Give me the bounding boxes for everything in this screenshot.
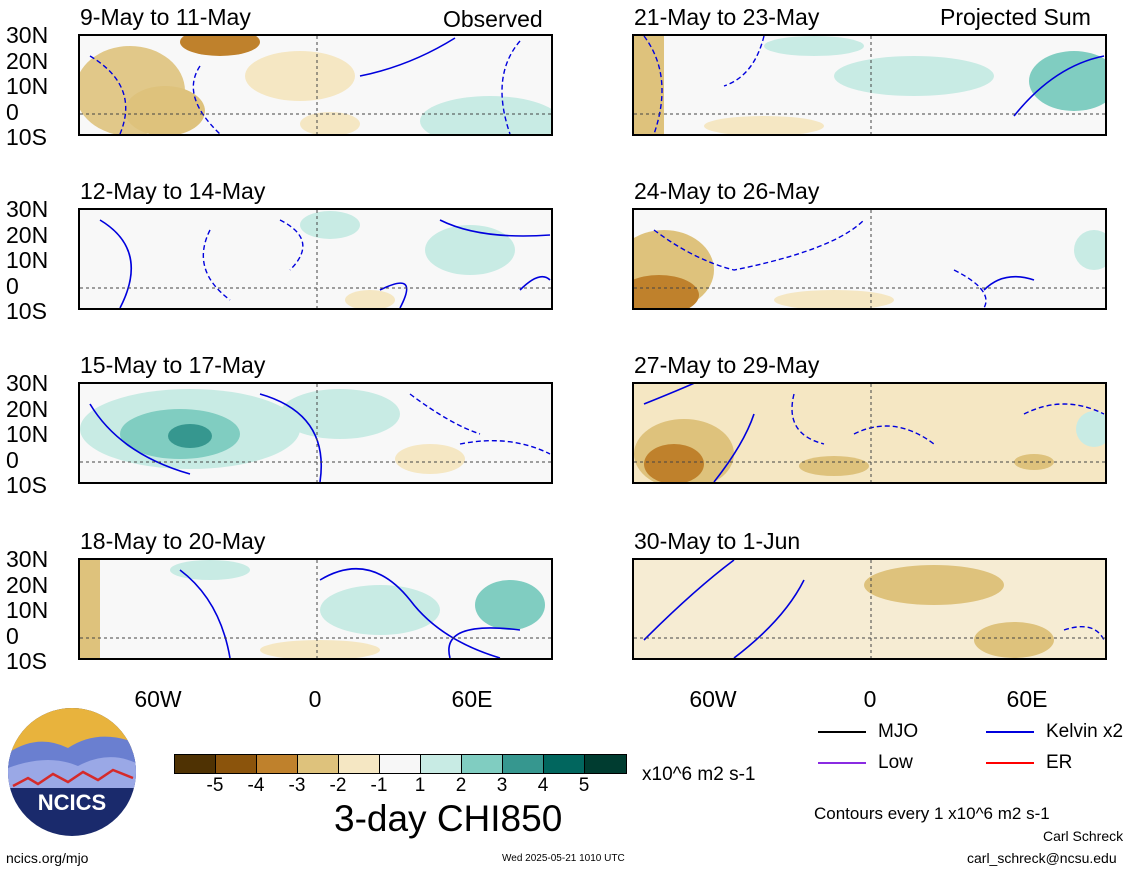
lat-label: 20N [6,395,49,422]
map-svg [80,210,551,308]
lat-label: 10S [6,124,47,150]
colorbar-swatch [544,755,585,773]
colorbar [174,754,627,774]
lat-label: 0 [6,98,19,125]
lat-label: 10S [6,472,47,498]
logo-text: NCICS [37,790,107,815]
map-panel-3 [78,382,553,484]
panel-title-6: 24-May to 26-May [634,178,820,204]
colorbar-tick-label: 2 [455,775,467,796]
lat-label: 10N [6,597,49,623]
colorbar-tick-label: 1 [414,775,426,796]
map-panel-8 [632,558,1107,660]
footer-email: carl_schreck@ncsu.edu [967,850,1117,866]
lat-label: 30N [6,370,49,396]
ncics-logo: NCICS [8,708,136,836]
colorbar-swatch [421,755,462,773]
map-panel-2 [78,208,553,310]
map-panel-4 [78,558,553,660]
lon-label-60w-left: 60W [134,686,182,712]
lat-label: 0 [6,622,19,649]
legend-label-er: ER [1046,752,1073,773]
colorbar-tick-label: -3 [288,775,306,796]
lat-label: 30N [6,546,49,572]
lat-label: 20N [6,47,49,74]
map-svg [634,384,1105,482]
colorbar-swatch [257,755,298,773]
legend-line-kelvin [986,731,1034,733]
colorbar-tick-label: 4 [537,775,549,796]
panel-title-7: 27-May to 29-May [634,352,820,378]
footer-timestamp: Wed 2025-05-21 1010 UTC [502,853,625,864]
panel-title-1: 9-May to 11-May [80,4,251,30]
panel-title-4: 18-May to 20-May [80,528,266,554]
legend-label-kelvin: Kelvin x2 [1046,721,1124,742]
colorbar-swatch [462,755,503,773]
lat-label: 10N [6,247,49,273]
colorbar-swatch [298,755,339,773]
panel-title-3: 15-May to 17-May [80,352,266,378]
legend-line-low [818,762,866,764]
panel-title-8: 30-May to 1-Jun [634,528,801,554]
footer-site: ncics.org/mjo [6,850,89,866]
map-panel-6 [632,208,1107,310]
panel-title-2: 12-May to 14-May [80,178,266,204]
lon-label-60w-right: 60W [689,686,737,712]
colorbar-units: x10^6 m2 s-1 [642,764,756,785]
colorbar-swatch [175,755,216,773]
logo-graphic-icon [8,708,136,788]
lat-label: 0 [6,446,19,473]
panel-corner-observed: Observed [443,6,543,32]
map-svg [80,384,551,482]
lat-label: 20N [6,221,49,248]
legend-label-low: Low [878,752,913,773]
colorbar-swatch [585,755,626,773]
map-svg [80,36,551,134]
colorbar-tick-label: 5 [578,775,590,796]
legend-label-mjo: MJO [878,721,919,742]
lon-label-60e-right: 60E [1006,686,1048,712]
lat-label: 0 [6,272,19,299]
panel-corner-projected: Projected Sum [940,4,1091,30]
colorbar-title: 3-day CHI850 [334,798,563,839]
footer-author: Carl Schreck [1043,828,1124,844]
lat-label: 10S [6,648,47,674]
map-svg [80,560,551,658]
colorbar-tick-label: -2 [329,775,347,796]
map-svg [634,36,1105,134]
map-panel-5 [632,34,1107,136]
colorbar-swatch [339,755,380,773]
lon-label-0-right: 0 [863,686,877,712]
lat-label: 10N [6,73,49,99]
colorbar-tick-label: -4 [247,775,265,796]
map-svg [634,210,1105,308]
panel-title-5: 21-May to 23-May [634,4,820,30]
colorbar-swatch [380,755,421,773]
colorbar-swatch [216,755,257,773]
lat-label: 10N [6,421,49,447]
map-svg [634,560,1105,658]
lat-label: 10S [6,298,47,324]
lon-label-60e-left: 60E [451,686,493,712]
contour-note: Contours every 1 x10^6 m2 s-1 [814,804,1050,823]
map-panel-1 [78,34,553,136]
colorbar-swatch [503,755,544,773]
lon-label-0-left: 0 [308,686,322,712]
colorbar-tick-label: -5 [206,775,224,796]
colorbar-tick-label: 3 [496,775,508,796]
lat-label: 30N [6,196,49,222]
colorbar-tick-label: -1 [370,775,388,796]
legend-line-mjo [818,731,866,733]
legend-line-er [986,762,1034,764]
map-panel-7 [632,382,1107,484]
lat-label: 20N [6,571,49,598]
lat-label: 30N [6,22,49,48]
